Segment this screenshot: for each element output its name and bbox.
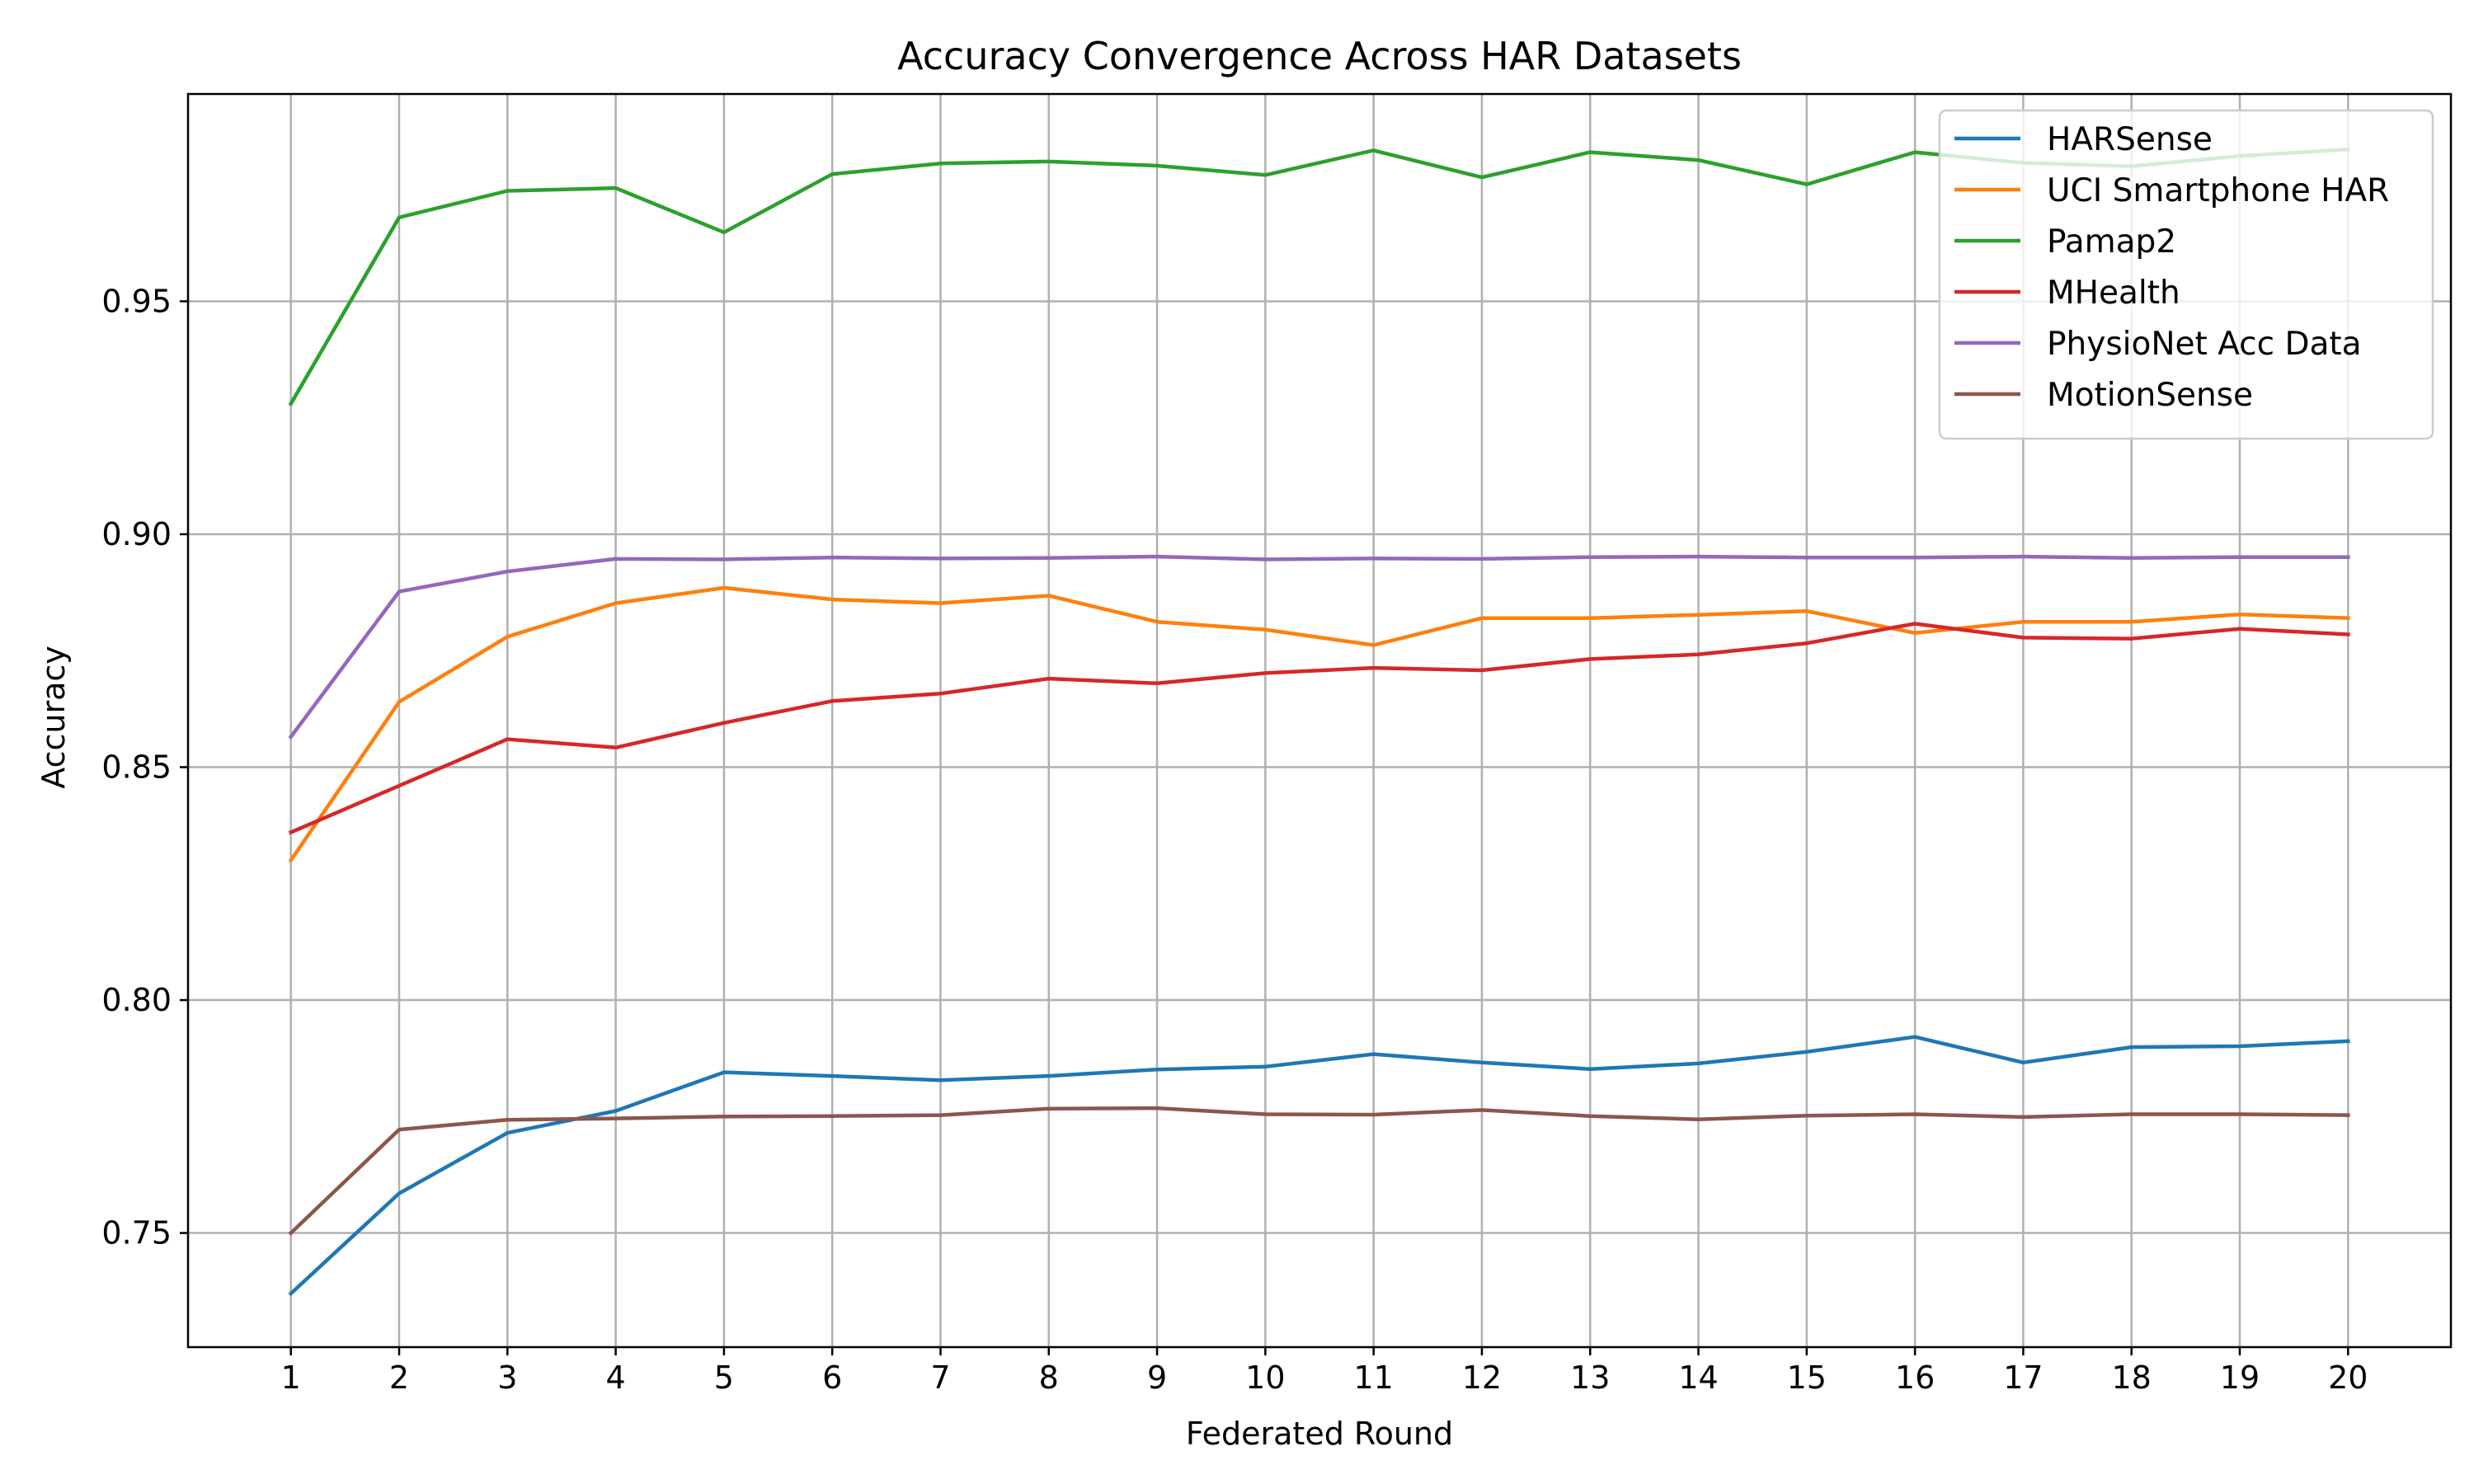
ticks-layer: 1 2 3 4 5 6 7 8 9 10 11 12 13 14 15 16 17 18 19 200.750.800…	[101, 283, 2368, 1396]
x-tick-label: 1	[281, 1360, 301, 1396]
plot-frame	[186, 92, 2453, 1349]
legend-label: UCI Smartphone HAR	[2047, 172, 2389, 209]
legend-label: HARSense	[2047, 121, 2213, 158]
x-tick-label: 18	[2112, 1360, 2152, 1396]
series-line-motionsense	[288, 1106, 2350, 1236]
series-line-physionet-acc-data	[288, 554, 2350, 740]
y-tick-label: 0.90	[101, 516, 172, 552]
x-tick-label: 15	[1787, 1360, 1827, 1396]
legend-label: MotionSense	[2047, 377, 2253, 414]
series-line-uci-smartphone-har	[288, 585, 2350, 863]
x-tick-label: 4	[606, 1360, 626, 1396]
y-tick-label: 0.75	[101, 1215, 172, 1252]
y-tick-label: 0.95	[101, 283, 172, 319]
x-tick-label: 6	[822, 1360, 842, 1396]
x-tick-label: 19	[2220, 1360, 2260, 1396]
chart-title: Accuracy Convergence Across HAR Datasets	[897, 34, 1742, 78]
series-layer	[288, 147, 2350, 1297]
x-tick-label: 12	[1462, 1360, 1502, 1396]
legend-label: Pamap2	[2047, 223, 2176, 261]
x-tick-label: 20	[2328, 1360, 2368, 1396]
legend-label: MHealth	[2047, 275, 2180, 312]
x-axis-label: Federated Round	[1186, 1416, 1453, 1452]
x-tick-label: 5	[714, 1360, 734, 1396]
x-tick-label: 14	[1678, 1360, 1718, 1396]
y-tick-label: 0.80	[101, 982, 172, 1018]
x-tick-label: 2	[389, 1360, 409, 1396]
series-line-mhealth	[288, 622, 2350, 835]
y-tick-label: 0.85	[101, 749, 172, 786]
y-axis-label: Accuracy	[35, 646, 72, 789]
x-tick-label: 8	[1039, 1360, 1059, 1396]
x-tick-label: 11	[1353, 1360, 1393, 1396]
legend: HARSense UCI Smartphone HAR Pamap2 MHealth P…	[1938, 109, 2434, 440]
x-tick-label: 3	[497, 1360, 517, 1396]
x-tick-label: 16	[1895, 1360, 1935, 1396]
series-line-harsense	[288, 1035, 2350, 1297]
x-tick-label: 7	[930, 1360, 950, 1396]
legend-box	[1938, 109, 2434, 440]
x-tick-label: 17	[2003, 1360, 2043, 1396]
legend-label: PhysioNet Acc Data	[2047, 326, 2362, 363]
x-tick-label: 13	[1570, 1360, 1610, 1396]
x-tick-label: 10	[1245, 1360, 1285, 1396]
grid-layer	[188, 94, 2451, 1347]
x-tick-label: 9	[1147, 1360, 1167, 1396]
